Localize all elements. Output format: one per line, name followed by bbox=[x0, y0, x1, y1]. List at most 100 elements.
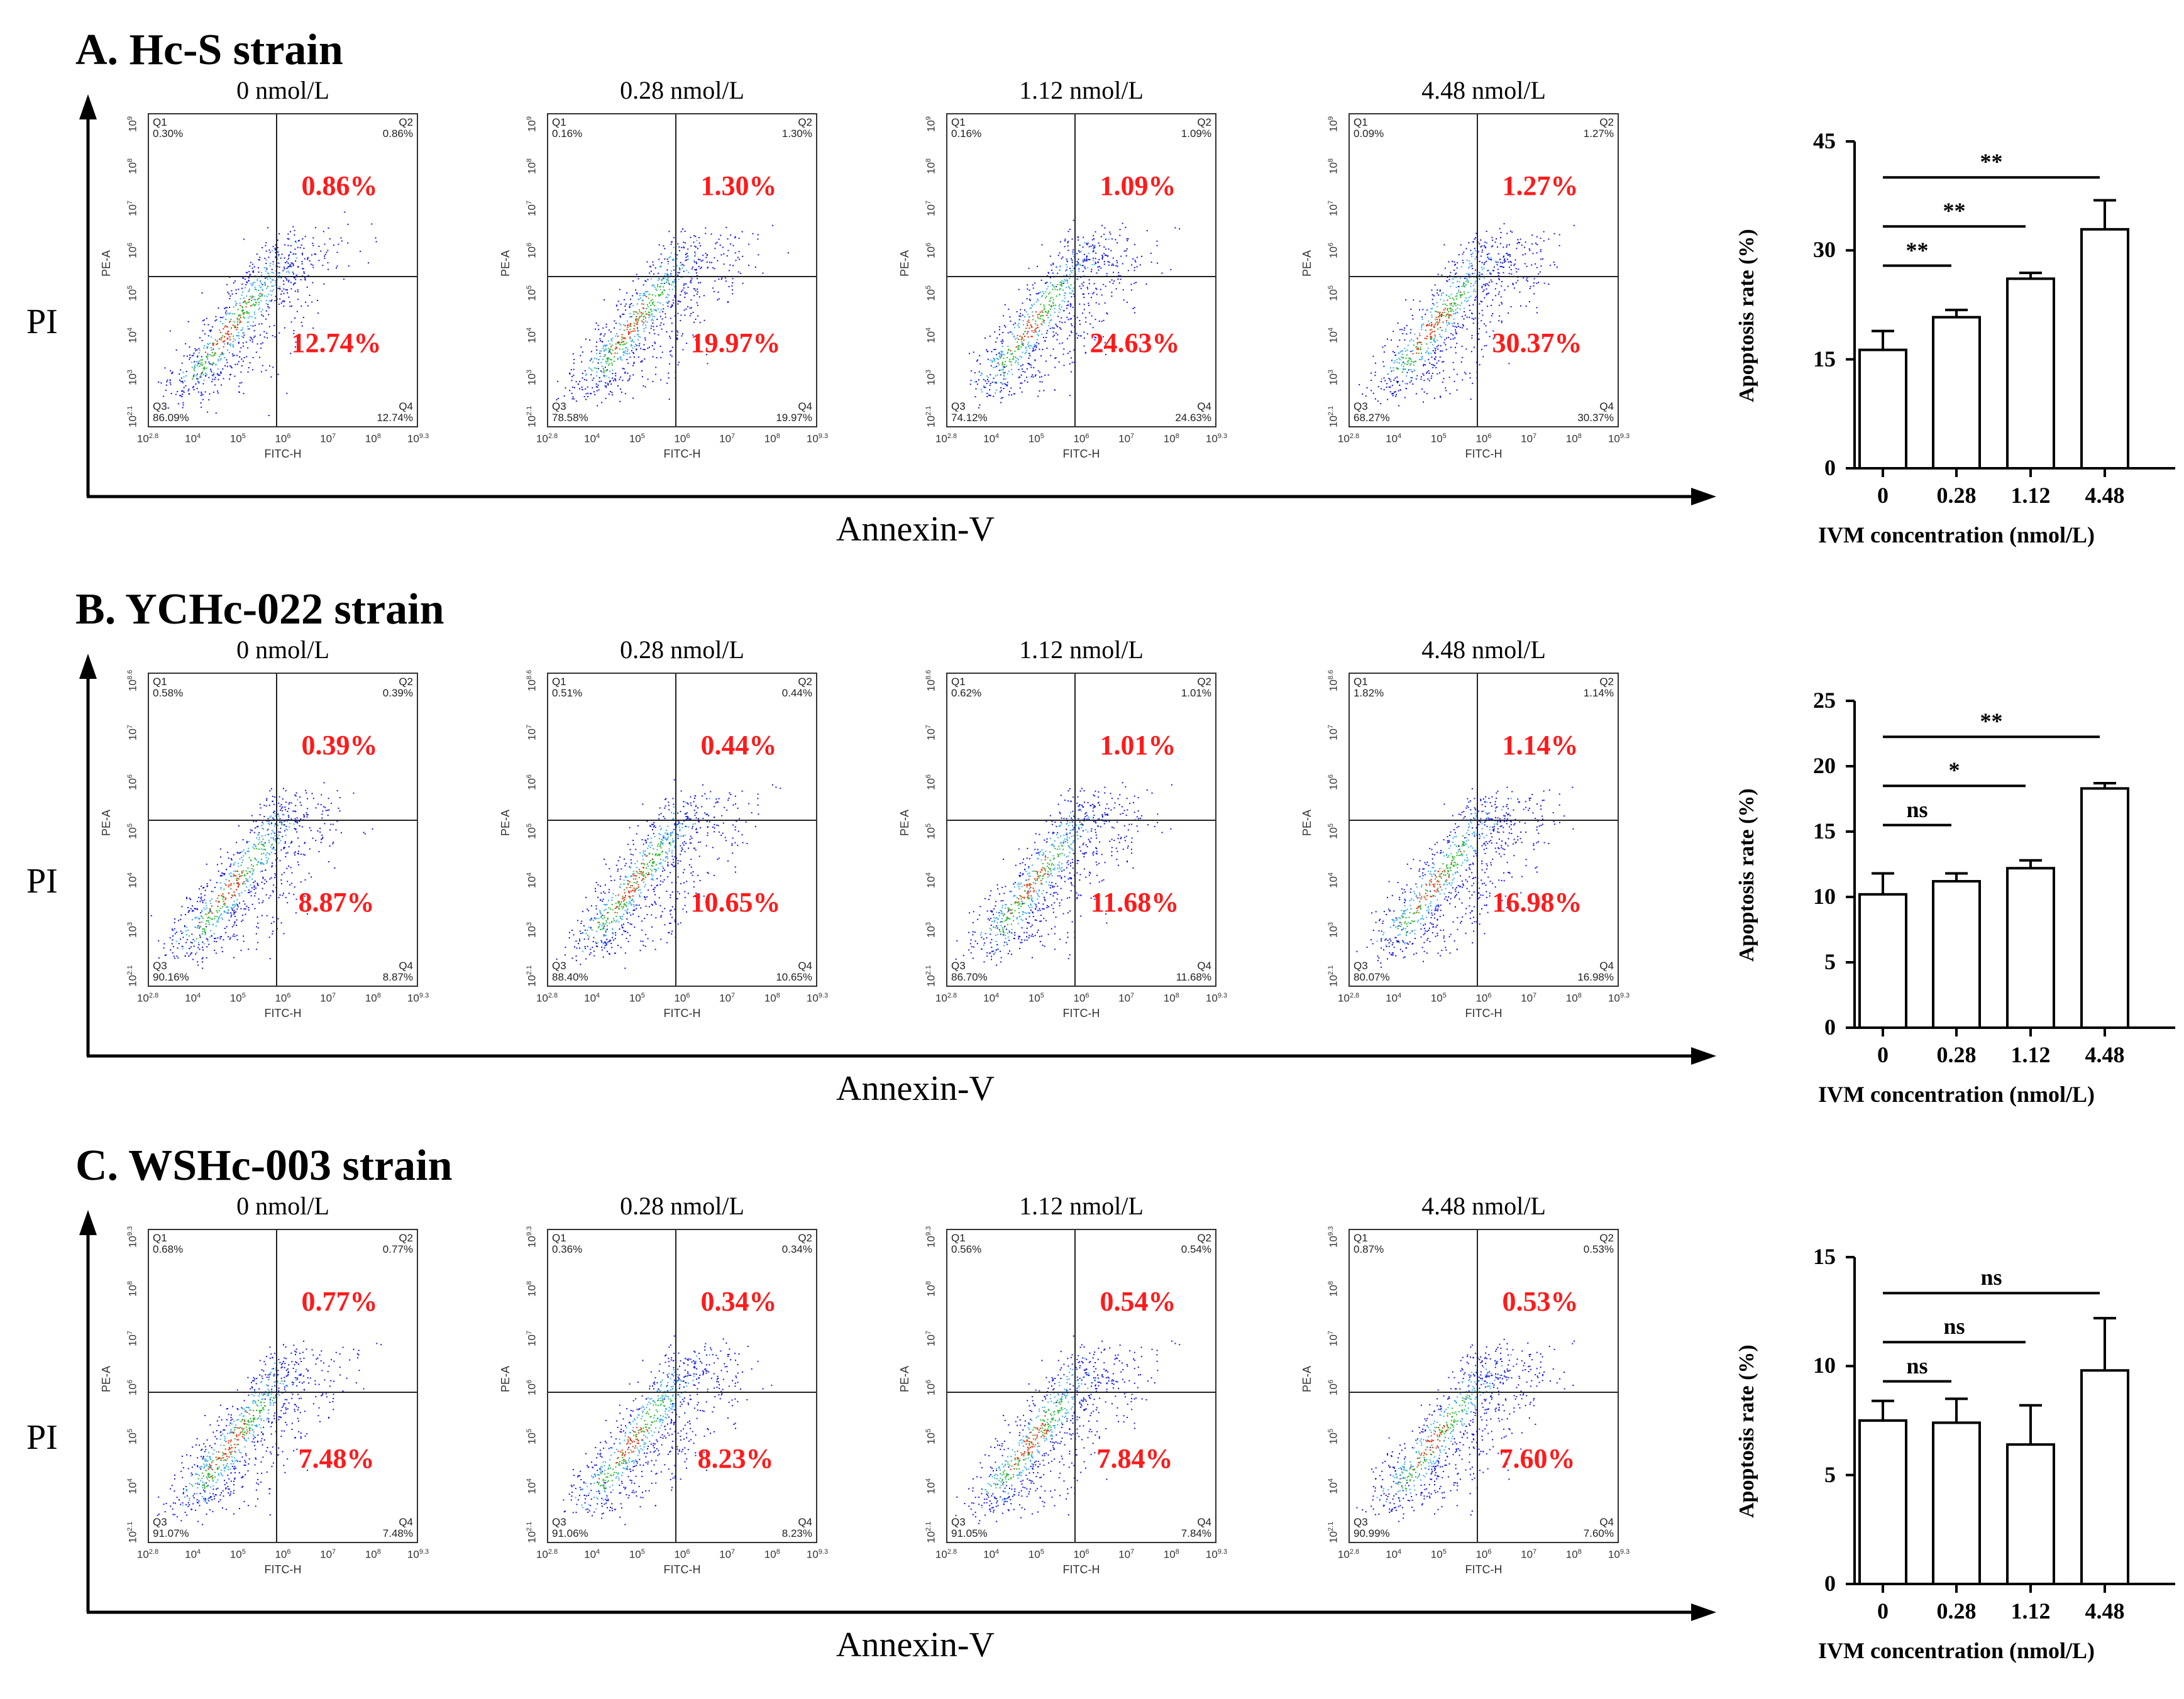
event-dot bbox=[218, 378, 219, 380]
event-dot bbox=[235, 911, 237, 913]
event-dot bbox=[1084, 352, 1086, 354]
event-dot bbox=[1463, 291, 1465, 293]
event-dot bbox=[978, 371, 980, 373]
x-axis-arrow bbox=[1691, 1047, 1716, 1065]
event-dot bbox=[1037, 324, 1039, 326]
event-dot bbox=[1003, 354, 1005, 356]
event-dot bbox=[249, 265, 251, 267]
event-dot bbox=[1032, 311, 1034, 313]
event-dot bbox=[1089, 323, 1091, 325]
event-dot bbox=[1051, 305, 1052, 307]
event-dot bbox=[1411, 338, 1413, 340]
event-dot bbox=[637, 320, 639, 322]
event-dot bbox=[272, 290, 273, 292]
event-dot bbox=[974, 381, 976, 383]
event-dot bbox=[1150, 253, 1152, 254]
event-dot bbox=[254, 844, 256, 846]
event-dot bbox=[1540, 249, 1542, 251]
event-dot bbox=[610, 353, 612, 355]
event-dot bbox=[619, 344, 621, 346]
event-dot bbox=[280, 922, 282, 924]
event-dot bbox=[1108, 261, 1110, 263]
event-dot bbox=[170, 383, 172, 385]
event-dot bbox=[691, 837, 693, 839]
event-dot bbox=[1029, 363, 1030, 365]
event-dot bbox=[996, 382, 997, 384]
event-dot bbox=[212, 355, 214, 357]
event-dot bbox=[223, 328, 224, 330]
event-dot bbox=[1437, 311, 1439, 313]
event-dot bbox=[1019, 377, 1021, 378]
event-dot bbox=[1389, 367, 1391, 369]
event-dot bbox=[158, 381, 160, 383]
event-dot bbox=[976, 383, 978, 385]
event-dot bbox=[1119, 229, 1121, 231]
event-dot bbox=[286, 392, 288, 394]
event-dot bbox=[1510, 306, 1512, 307]
event-dot bbox=[293, 253, 295, 255]
event-dot bbox=[651, 285, 653, 287]
event-dot bbox=[1033, 366, 1035, 368]
event-dot bbox=[604, 945, 605, 947]
event-dot bbox=[648, 874, 650, 875]
event-dot bbox=[1078, 258, 1079, 260]
event-dot bbox=[1515, 268, 1517, 270]
event-dot bbox=[236, 302, 238, 304]
event-dot bbox=[575, 400, 577, 402]
event-dot bbox=[270, 822, 272, 823]
event-dot bbox=[605, 942, 607, 943]
event-dot bbox=[1447, 280, 1448, 282]
event-dot bbox=[281, 810, 283, 811]
event-dot bbox=[1409, 382, 1411, 383]
event-dot bbox=[659, 266, 661, 268]
flow-y-tick: 105 bbox=[126, 823, 139, 839]
event-dot bbox=[201, 910, 203, 911]
event-dot bbox=[298, 239, 300, 241]
event-dot bbox=[601, 365, 603, 367]
event-dot bbox=[1000, 390, 1002, 392]
event-dot bbox=[323, 782, 325, 784]
event-dot bbox=[654, 343, 656, 344]
event-dot bbox=[650, 300, 652, 302]
event-dot bbox=[201, 364, 202, 366]
event-dot bbox=[1005, 361, 1007, 363]
event-dot bbox=[286, 267, 288, 269]
event-dot bbox=[177, 957, 179, 959]
event-dot bbox=[241, 283, 243, 285]
event-dot bbox=[1083, 331, 1085, 333]
event-dot bbox=[1423, 401, 1424, 403]
event-dot bbox=[1423, 363, 1425, 365]
event-dot bbox=[246, 312, 248, 314]
q4-highlight: 12.74% bbox=[291, 327, 382, 358]
event-dot bbox=[253, 820, 255, 822]
event-dot bbox=[1093, 234, 1095, 236]
event-dot bbox=[637, 333, 639, 335]
event-dot bbox=[189, 948, 190, 950]
event-dot bbox=[177, 947, 179, 949]
event-dot bbox=[1438, 319, 1440, 321]
event-dot bbox=[1512, 283, 1514, 284]
event-dot bbox=[207, 920, 209, 921]
event-dot bbox=[609, 940, 611, 942]
event-dot bbox=[695, 806, 697, 807]
event-dot bbox=[1499, 315, 1501, 317]
event-dot bbox=[205, 932, 206, 933]
event-dot bbox=[575, 381, 577, 383]
event-dot bbox=[658, 308, 659, 310]
event-dot bbox=[233, 335, 234, 337]
event-dot bbox=[1454, 313, 1456, 315]
event-dot bbox=[270, 846, 272, 848]
event-dot bbox=[262, 289, 263, 290]
event-dot bbox=[1404, 339, 1406, 341]
bar-0 bbox=[1858, 348, 1907, 470]
event-dot bbox=[642, 307, 644, 309]
event-dot bbox=[336, 265, 338, 267]
event-dot bbox=[1467, 300, 1469, 302]
event-dot bbox=[262, 844, 264, 846]
event-dot bbox=[1413, 340, 1415, 342]
event-dot bbox=[312, 237, 314, 239]
event-dot bbox=[642, 376, 643, 378]
event-dot bbox=[1098, 259, 1100, 260]
event-dot bbox=[287, 245, 289, 246]
event-dot bbox=[596, 390, 598, 392]
